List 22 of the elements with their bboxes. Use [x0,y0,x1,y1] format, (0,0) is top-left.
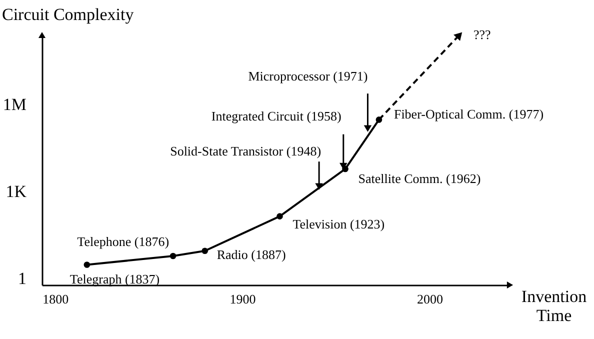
point [170,252,176,260]
annotation: Integrated Circuit (1958) [211,108,342,124]
annotation: Telephone (1876) [77,234,170,249]
x-tick-label: 2000 [417,292,444,306]
x-axis-title: Invention Time [521,287,588,325]
y-tick-label: 1K [6,182,28,202]
annotation: Television (1923) [292,216,385,232]
point [202,248,208,254]
annotation: Microprocessor (1971) [248,68,368,84]
annotation: Satellite Comm. (1962) [358,170,481,186]
y-tick-label: 1 [18,269,26,288]
annotation: Radio (1887) [216,246,286,262]
annotation: Solid-State Transistor (1948) [170,144,322,159]
x-tick-label: 1800 [42,292,69,306]
point [84,262,90,268]
x-tick-label: 1900 [230,292,256,306]
point [276,213,283,220]
annotation: ??? [473,27,491,42]
annotation: Fiber-Optical Comm. (1977) [394,106,544,122]
annotation: Telegraph (1837) [70,272,160,287]
y-axis-title: Circuit Complexity [2,5,134,24]
y-tick-label: 1M [2,95,26,114]
